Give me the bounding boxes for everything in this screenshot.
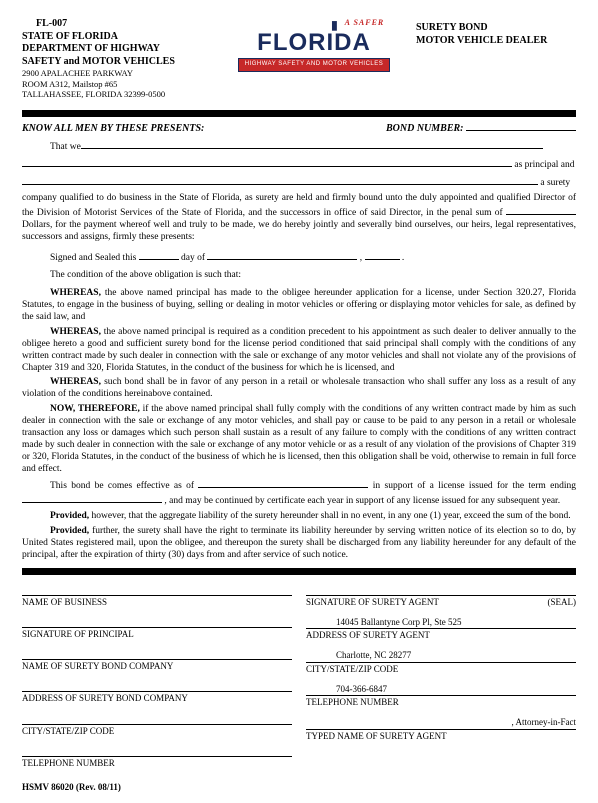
sig-cell: 704-366-6847TELEPHONE NUMBER: [306, 684, 576, 709]
agency-line-2: DEPARTMENT OF HIGHWAY: [22, 43, 212, 56]
now-therefore: if the above named principal shall fully…: [22, 404, 576, 473]
sig-value[interactable]: [22, 617, 292, 627]
know-all-label: KNOW ALL MEN BY THESE PRESENTS:: [22, 123, 204, 136]
sig-cell: NAME OF BUSINESS: [22, 585, 292, 608]
sig-value[interactable]: [22, 585, 292, 595]
principal-blank-2[interactable]: [22, 157, 512, 167]
sig-label: NAME OF SURETY BOND COMPANY: [22, 660, 292, 672]
sig-cell: Charlotte, NC 28277 CITY/STATE/ZIP CODE: [306, 650, 576, 675]
whereas-3-label: WHEREAS,: [50, 377, 101, 387]
condition-line: The condition of the above obligation is…: [22, 270, 576, 282]
whereas-1: the above named principal has made to th…: [22, 288, 576, 322]
surety-blank[interactable]: [22, 175, 538, 185]
sig-right-col: SIGNATURE OF SURETY AGENT(SEAL) 14045 Bal…: [306, 585, 576, 779]
title-mvd: MOTOR VEHICLE DEALER: [416, 34, 576, 47]
penal-sum-blank[interactable]: [506, 205, 576, 215]
sig-cell: CITY/STATE/ZIP CODE: [22, 714, 292, 737]
effective-date-blank[interactable]: [198, 478, 368, 488]
florida-logo: A SAFER FLORIDA ▮ HIGHWAY SAFETY AND MOT…: [238, 18, 391, 72]
principal-blank-1[interactable]: [81, 139, 543, 149]
effective-2: in support of a license issued for the t…: [373, 481, 576, 491]
whereas-2-label: WHEREAS,: [50, 327, 101, 337]
a-surety: a surety: [538, 178, 570, 188]
body-para-1a: company qualified to do business in the …: [22, 193, 576, 218]
header-row: FL-007 STATE OF FLORIDA DEPARTMENT OF HI…: [22, 18, 576, 100]
signature-block: NAME OF BUSINESS SIGNATURE OF PRINCIPAL NA…: [22, 585, 576, 779]
florida-map-icon: ▮: [331, 18, 339, 33]
divider-bar-top: [22, 110, 576, 117]
month-blank[interactable]: [207, 250, 357, 260]
sig-label: TYPED NAME OF SURETY AGENT: [306, 730, 576, 742]
whereas-2: the above named principal is required as…: [22, 327, 576, 373]
bond-number-field: BOND NUMBER:: [386, 123, 576, 136]
sig-left-col: NAME OF BUSINESS SIGNATURE OF PRINCIPAL NA…: [22, 585, 292, 779]
sig-cell: TELEPHONE NUMBER: [22, 746, 292, 769]
header-left: FL-007 STATE OF FLORIDA DEPARTMENT OF HI…: [22, 18, 212, 100]
that-we: That we: [50, 142, 81, 152]
body-para-1b: Dollars, for the payment whereof well an…: [22, 220, 576, 242]
logo-safer-text: A SAFER: [238, 18, 391, 28]
sig-label: ADDRESS OF SURETY BOND COMPANY: [22, 692, 292, 704]
year-blank[interactable]: [365, 250, 400, 260]
form-code: FL-007: [22, 18, 212, 31]
sig-label: CITY/STATE/ZIP CODE: [306, 663, 576, 675]
sig-value[interactable]: [306, 585, 576, 595]
sig-label: ADDRESS OF SURETY AGENT: [306, 629, 576, 641]
sig-cell: SIGNATURE OF PRINCIPAL: [22, 617, 292, 640]
signed-sealed: Signed and Sealed this: [50, 253, 139, 263]
header-right: SURETY BOND MOTOR VEHICLE DEALER: [416, 18, 576, 47]
form-footer: HSMV 86020 (Rev. 08/11): [22, 782, 576, 793]
sig-value[interactable]: [22, 746, 292, 756]
as-principal: as principal and: [512, 160, 575, 170]
sig-label: TELEPHONE NUMBER: [22, 757, 292, 769]
effective-1: This bond be comes effective as of: [50, 481, 198, 491]
logo-word-text: FLORIDA: [257, 29, 371, 56]
provided-1-label: Provided,: [50, 511, 89, 521]
logo-tagline: HIGHWAY SAFETY AND MOTOR VEHICLES: [238, 58, 391, 72]
day-blank[interactable]: [139, 250, 179, 260]
address-line-2: ROOM A312, Mailstop #65: [22, 79, 212, 90]
sig-label: NAME OF BUSINESS: [22, 596, 292, 608]
divider-bar-bottom: [22, 568, 576, 575]
sig-label: TELEPHONE NUMBER: [306, 696, 576, 708]
sig-label: SIGNATURE OF SURETY AGENT: [306, 596, 576, 608]
sig-value[interactable]: [22, 714, 292, 724]
period: .: [402, 253, 404, 263]
day-of: day of: [181, 253, 207, 263]
preamble-row: KNOW ALL MEN BY THESE PRESENTS: BOND NUM…: [22, 123, 576, 136]
whereas-1-label: WHEREAS,: [50, 288, 101, 298]
agency-line-1: STATE OF FLORIDA: [22, 31, 212, 44]
body-text: That we as principal and a surety compan…: [22, 139, 576, 561]
sig-value[interactable]: [22, 681, 292, 691]
provided-1: however, that the aggregate liability of…: [89, 511, 570, 521]
address-line-1: 2900 APALACHEE PARKWAY: [22, 68, 212, 79]
sig-value[interactable]: [22, 649, 292, 659]
seal-label: (SEAL): [548, 597, 577, 608]
now-therefore-label: NOW, THEREFORE,: [50, 404, 140, 414]
address-line-3: TALLAHASSEE, FLORIDA 32399-0500: [22, 89, 212, 100]
provided-2: further, the surety shall have the right…: [22, 526, 576, 560]
sig-value[interactable]: 14045 Ballantyne Corp Pl, Ste 525: [306, 617, 576, 628]
agency-line-3: SAFETY and MOTOR VEHICLES: [22, 56, 212, 69]
sig-label: SIGNATURE OF PRINCIPAL: [22, 628, 292, 640]
sig-cell: SIGNATURE OF SURETY AGENT(SEAL): [306, 585, 576, 608]
provided-2-label: Provided,: [50, 526, 89, 536]
effective-3: , and may be continued by certificate ea…: [164, 496, 560, 506]
sig-label: CITY/STATE/ZIP CODE: [22, 725, 292, 737]
sig-value[interactable]: 704-366-6847: [306, 684, 576, 695]
bond-number-label: BOND NUMBER:: [386, 123, 464, 134]
bond-number-blank[interactable]: [466, 130, 576, 131]
whereas-3: such bond shall be in favor of any perso…: [22, 377, 576, 399]
sig-cell: ADDRESS OF SURETY BOND COMPANY: [22, 681, 292, 704]
title-surety-bond: SURETY BOND: [416, 21, 576, 34]
sig-cell: NAME OF SURETY BOND COMPANY: [22, 649, 292, 672]
sig-value[interactable]: Charlotte, NC 28277: [306, 650, 576, 661]
term-ending-blank[interactable]: [22, 493, 162, 503]
sig-cell: , Attorney-in-Fact TYPED NAME OF SURETY A…: [306, 717, 576, 742]
sig-value[interactable]: , Attorney-in-Fact: [306, 717, 576, 728]
logo-main-word: FLORIDA ▮: [257, 28, 371, 58]
sig-cell: 14045 Ballantyne Corp Pl, Ste 525ADDRESS…: [306, 617, 576, 642]
